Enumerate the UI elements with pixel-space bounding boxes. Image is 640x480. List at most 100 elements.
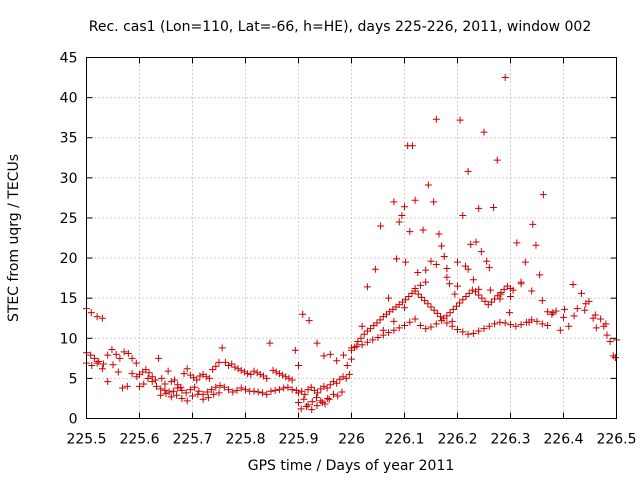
y-tick-label: 45 bbox=[60, 51, 78, 67]
data-point bbox=[464, 330, 472, 338]
data-point bbox=[544, 321, 552, 329]
data-point bbox=[525, 318, 533, 326]
y-tick-label: 5 bbox=[69, 371, 78, 387]
data-point bbox=[459, 328, 467, 336]
data-point bbox=[297, 405, 305, 413]
data-point bbox=[109, 361, 117, 369]
data-point bbox=[432, 115, 440, 123]
data-point bbox=[300, 395, 308, 403]
data-point bbox=[220, 383, 228, 391]
data-point bbox=[208, 386, 216, 394]
data-point bbox=[539, 191, 547, 199]
data-point bbox=[324, 394, 332, 402]
data-point bbox=[411, 196, 419, 204]
data-point bbox=[164, 367, 172, 375]
data-point bbox=[203, 388, 211, 396]
data-point bbox=[529, 220, 537, 228]
data-point bbox=[454, 325, 461, 333]
data-point bbox=[443, 312, 451, 320]
data-point bbox=[254, 388, 262, 396]
data-point bbox=[438, 242, 446, 250]
data-point bbox=[369, 336, 377, 344]
data-point bbox=[93, 313, 101, 321]
data-point bbox=[269, 366, 277, 374]
data-point bbox=[373, 319, 381, 327]
data-point bbox=[93, 359, 101, 367]
data-point bbox=[318, 398, 326, 406]
data-point bbox=[507, 293, 514, 301]
x-tick-label: 226.2 bbox=[437, 432, 477, 448]
data-point bbox=[180, 370, 188, 378]
data-point bbox=[212, 362, 220, 370]
data-point bbox=[212, 383, 220, 391]
data-point bbox=[591, 311, 599, 319]
data-point bbox=[602, 320, 610, 328]
data-point bbox=[606, 337, 614, 345]
data-point bbox=[462, 293, 470, 301]
data-point bbox=[459, 212, 467, 220]
data-point bbox=[279, 371, 287, 379]
data-point bbox=[452, 302, 460, 310]
data-point bbox=[136, 382, 143, 390]
x-tick-label: 226.5 bbox=[596, 432, 636, 448]
grid-lines bbox=[86, 57, 617, 419]
data-point bbox=[157, 385, 165, 393]
data-point bbox=[491, 320, 499, 328]
data-point bbox=[253, 369, 261, 377]
data-point bbox=[216, 382, 224, 390]
data-point bbox=[538, 320, 546, 328]
data-point bbox=[155, 354, 163, 362]
y-tick-label: 30 bbox=[60, 171, 78, 187]
y-tick-label: 10 bbox=[60, 331, 78, 347]
data-point bbox=[459, 296, 467, 304]
data-point bbox=[169, 387, 177, 395]
x-tick-label: 226.1 bbox=[384, 432, 424, 448]
data-point bbox=[573, 305, 581, 313]
data-point bbox=[358, 341, 366, 349]
data-point bbox=[142, 366, 150, 374]
data-point bbox=[161, 380, 169, 388]
data-point bbox=[528, 287, 536, 295]
y-axis-label: STEC from uqrg / TECUs bbox=[6, 154, 22, 322]
data-point bbox=[443, 264, 451, 272]
y-tick-label: 40 bbox=[60, 91, 78, 107]
data-point bbox=[193, 376, 201, 384]
data-point bbox=[395, 324, 403, 332]
data-point bbox=[402, 258, 410, 266]
data-point bbox=[556, 326, 564, 334]
chart-title: Rec. cas1 (Lon=110, Lat=-66, h=HE), days… bbox=[89, 19, 591, 35]
data-point bbox=[402, 296, 410, 304]
data-point bbox=[485, 322, 493, 330]
data-point bbox=[432, 260, 440, 268]
data-point bbox=[513, 239, 521, 247]
data-point bbox=[393, 255, 401, 263]
data-point bbox=[405, 293, 413, 301]
data-point bbox=[533, 317, 541, 325]
data-point bbox=[167, 378, 175, 386]
data-point bbox=[329, 378, 337, 386]
data-point bbox=[250, 387, 258, 395]
data-point bbox=[120, 348, 128, 356]
data-point bbox=[430, 306, 438, 314]
data-point bbox=[390, 317, 398, 325]
data-point bbox=[194, 390, 202, 398]
data-point bbox=[233, 386, 241, 394]
data-point bbox=[237, 384, 245, 392]
data-point bbox=[108, 346, 116, 354]
data-point bbox=[128, 354, 136, 362]
data-point bbox=[182, 389, 190, 397]
data-point bbox=[414, 268, 422, 276]
data-point bbox=[505, 309, 513, 317]
data-point bbox=[565, 322, 573, 330]
data-point bbox=[451, 290, 459, 298]
data-point bbox=[152, 382, 160, 390]
data-point bbox=[401, 304, 408, 312]
data-point bbox=[376, 316, 384, 324]
data-point bbox=[538, 297, 546, 305]
data-point bbox=[536, 271, 544, 279]
data-point bbox=[305, 317, 313, 325]
data-point bbox=[304, 401, 312, 409]
data-point bbox=[446, 280, 454, 288]
data-point bbox=[464, 167, 472, 175]
data-point bbox=[99, 360, 107, 368]
